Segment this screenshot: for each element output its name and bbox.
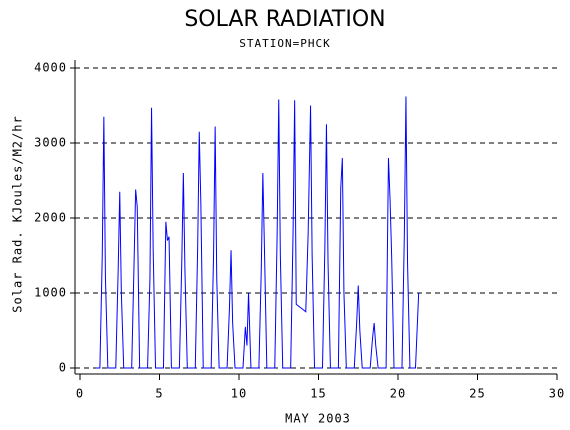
y-axis-label: Solar Rad. KJoules/M2/hr	[11, 115, 25, 312]
y-tick-label: 0	[59, 361, 67, 375]
y-tick-label: 3000	[34, 136, 67, 150]
y-tick-label: 1000	[34, 286, 67, 300]
x-tick-label: 0	[76, 387, 84, 401]
x-tick-label: 10	[231, 387, 247, 401]
x-axis-label: MAY 2003	[285, 412, 351, 426]
chart-subtitle: STATION=PHCK	[239, 37, 330, 50]
x-tick-label: 15	[310, 387, 326, 401]
y-tick-label: 4000	[34, 61, 67, 75]
x-tick-label: 5	[155, 387, 163, 401]
x-tick-label: 20	[390, 387, 406, 401]
chart-title: SOLAR RADIATION	[184, 7, 385, 32]
data-line	[95, 96, 420, 369]
y-tick-label: 2000	[34, 211, 67, 225]
x-tick-label: 25	[469, 387, 485, 401]
x-tick-label: 30	[549, 387, 565, 401]
